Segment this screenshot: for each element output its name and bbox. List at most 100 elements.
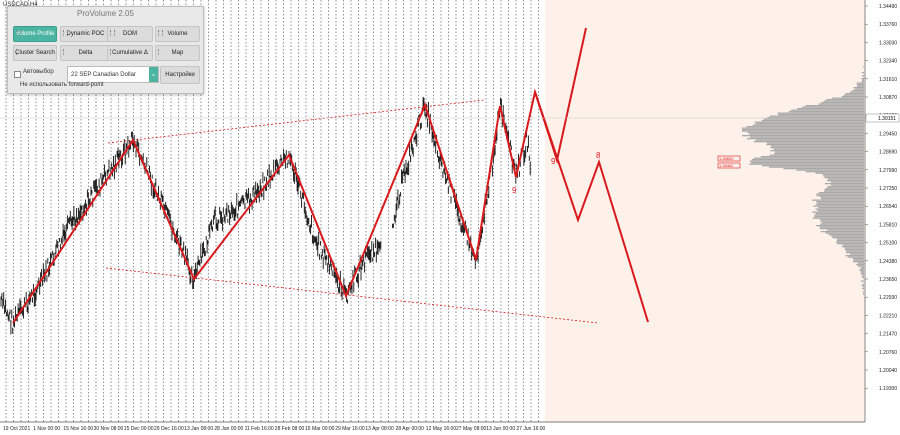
profile-bar <box>825 187 864 189</box>
profile-bar <box>846 252 864 254</box>
price-tick-label: 1.26540 <box>879 204 897 210</box>
profile-bar <box>805 105 864 107</box>
profile-bar <box>766 144 864 146</box>
profile-bar <box>863 286 864 288</box>
profile-bar <box>845 255 864 257</box>
profile-bar <box>816 202 864 204</box>
profile-bar <box>815 208 864 210</box>
profile-tag-1: 1.28650 <box>719 156 734 161</box>
profile-bar <box>863 66 864 68</box>
profile-bar <box>771 145 864 147</box>
profile-bar <box>773 148 864 150</box>
grip-icon <box>110 49 112 55</box>
volume-profile-button[interactable]: Volume Profile <box>13 26 57 42</box>
map-button[interactable]: Map <box>155 45 200 61</box>
profile-bar <box>812 211 864 213</box>
profile-bar <box>823 175 864 177</box>
dynamic-poc-button[interactable]: Dynamic POC <box>60 26 111 42</box>
price-axis-background <box>865 0 900 435</box>
profile-bar <box>861 285 864 287</box>
profile-bar <box>853 259 864 261</box>
profile-bar <box>861 79 864 81</box>
profile-bar <box>816 195 864 197</box>
time-tick-label: 13 Jun 00:00 <box>486 426 515 432</box>
profile-bar <box>805 171 864 173</box>
profile-bar <box>862 277 864 279</box>
provolume-panel[interactable]: ProVolume 2.05 Volume Profile Dynamic PO… <box>7 6 204 94</box>
profile-bar <box>815 213 864 215</box>
autoselect-checkbox[interactable] <box>14 71 21 78</box>
profile-bar <box>783 168 864 170</box>
profile-bar <box>820 102 864 104</box>
profile-bar <box>850 253 864 255</box>
profile-bar <box>843 94 864 96</box>
profile-bar <box>836 238 864 240</box>
profile-bar <box>755 139 864 141</box>
profile-bar <box>760 156 864 158</box>
profile-bar <box>755 123 864 125</box>
dom-button[interactable]: DOM <box>107 26 153 42</box>
grip-icon <box>16 49 18 55</box>
price-tick-label: 1.23650 <box>879 277 897 283</box>
profile-bar <box>767 117 864 119</box>
profile-bar <box>742 135 864 137</box>
profile-bar <box>824 189 864 191</box>
profile-bar <box>859 270 864 272</box>
price-tick-label: 1.24380 <box>879 259 897 265</box>
chevron-down-icon[interactable]: ⌄ <box>149 67 158 82</box>
time-tick-label: 30 Nov 08:00 <box>94 426 124 432</box>
profile-bar <box>770 147 864 149</box>
profile-bar <box>826 99 864 101</box>
profile-bar <box>845 249 864 251</box>
panel-title: ProVolume 2.05 <box>77 9 134 18</box>
time-tick-label: 1 Nov 00:00 <box>33 426 60 432</box>
profile-bar <box>831 97 864 99</box>
profile-bar <box>853 87 864 89</box>
profile-bar <box>861 78 864 80</box>
price-tick-label: 1.27990 <box>879 168 897 174</box>
profile-tag-box-2 <box>717 162 741 169</box>
profile-bar <box>830 184 864 186</box>
symbol-label: USDCAD,H4 <box>3 2 38 8</box>
profile-bar <box>861 276 864 278</box>
grip-icon <box>110 30 115 36</box>
profile-bar <box>832 237 864 239</box>
delta-button[interactable]: Delta <box>60 45 111 61</box>
profile-bar <box>831 181 864 183</box>
time-tick-label: 15 Dec 00:00 <box>124 426 154 432</box>
profile-bar <box>749 160 864 162</box>
profile-bar <box>821 198 864 200</box>
profile-bar <box>863 76 864 78</box>
wave-label-1: 9 <box>512 186 517 195</box>
profile-bar <box>861 72 864 74</box>
profile-bar <box>814 214 864 216</box>
profile-bar <box>816 201 864 203</box>
chart-background-right <box>545 0 865 422</box>
current-price-label: 1.30151 <box>878 116 896 122</box>
profile-bar <box>827 178 864 180</box>
profile-bar <box>819 228 864 230</box>
price-tick-label: 1.33030 <box>879 40 897 46</box>
time-tick-label: 29 Mar 16:00 <box>335 426 365 432</box>
contract-select[interactable]: 22 SEP Canadian Dollar ⌄ <box>67 66 159 83</box>
wave-label-2: 9 <box>551 157 556 166</box>
profile-bar <box>777 114 864 116</box>
profile-bar <box>812 199 864 201</box>
profile-bar <box>768 166 864 168</box>
profile-bar <box>818 192 864 194</box>
grip-icon <box>158 30 163 36</box>
profile-bar <box>742 130 864 132</box>
projection-wave-line <box>534 91 649 323</box>
profile-bar <box>857 262 864 264</box>
profile-bar <box>751 159 864 161</box>
time-axis: 19 Oct 2021 1 Nov 00:00 15 Nov 16:00 30 Nov… <box>3 426 546 432</box>
cumulative-delta-button[interactable]: Cumulative Δ <box>107 45 153 61</box>
profile-bar <box>766 142 864 144</box>
profile-bar <box>859 268 864 270</box>
settings-button[interactable]: Настройки <box>160 66 200 84</box>
grip-icon <box>63 49 65 55</box>
profile-bar <box>753 157 864 159</box>
volume-button[interactable]: Volume <box>155 26 200 42</box>
cluster-search-button[interactable]: Cluster Search <box>13 45 57 61</box>
profile-bar <box>828 234 864 236</box>
